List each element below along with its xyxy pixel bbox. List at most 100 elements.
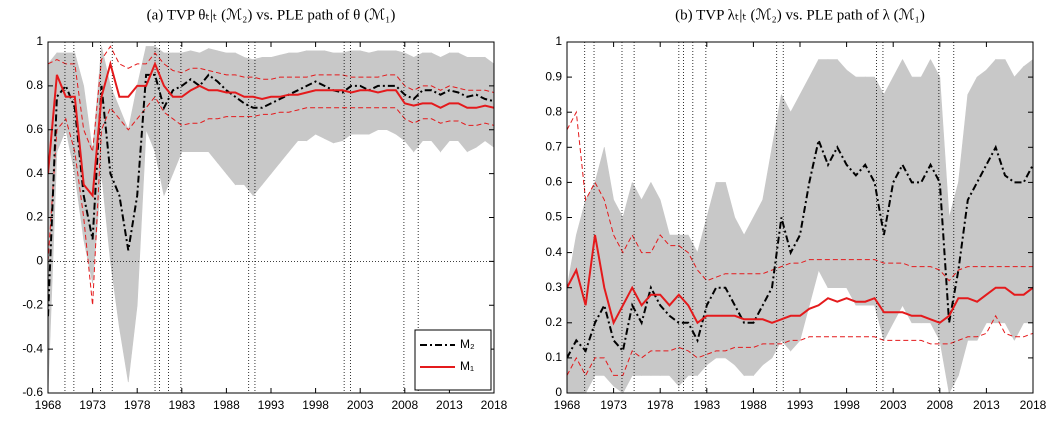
interval-band: [753, 199, 764, 377]
interval-band: [613, 199, 624, 393]
x-tick-label: 1973: [600, 398, 627, 412]
interval-band: [1014, 65, 1024, 341]
x-tick-label: 1983: [693, 398, 720, 412]
x-tick-label: 1983: [168, 398, 195, 412]
interval-band: [920, 59, 931, 324]
x-tick-label: 1998: [302, 398, 329, 412]
plot-area: 0 0.1 0.2 0.3 0.4 0.5 0.6 0.7 0.8 0.9 1 1968 1973 197…: [545, 7, 1046, 412]
interval-band: [715, 182, 726, 359]
x-tick-label: 2008: [391, 398, 418, 412]
y-tick-label: 0.7: [545, 139, 562, 153]
interval-line: [567, 110, 1033, 282]
interval-band: [217, 50, 227, 175]
interval-band: [261, 57, 272, 186]
y-tick-label: 0: [36, 254, 43, 268]
x-tick-label: 2018: [481, 398, 508, 412]
y-tick-label: 0.2: [26, 210, 43, 224]
y-tick-label: 0.8: [26, 78, 43, 92]
x-tick-label: 2003: [880, 398, 907, 412]
interval-band: [855, 76, 866, 306]
x-tick-label: 1993: [258, 398, 285, 412]
interval-band: [324, 50, 334, 144]
interval-band: [199, 48, 209, 152]
interval-band: [790, 94, 801, 352]
interval-band: [743, 217, 754, 376]
interval-band: [466, 57, 477, 153]
y-tick-label: 0: [555, 385, 562, 399]
interval-band: [306, 50, 316, 142]
interval-band: [818, 59, 829, 288]
interval-band: [190, 50, 200, 152]
x-tick-label: 2003: [347, 398, 374, 412]
interval-band: [986, 58, 997, 324]
x-tick-label: 1973: [79, 398, 106, 412]
interval-band: [475, 57, 486, 148]
interval-band: [1004, 59, 1015, 341]
legend-label: M₁: [460, 359, 474, 373]
y-tick-label: -0.2: [22, 297, 43, 311]
x-tick-label: 2013: [973, 398, 1000, 412]
series-line: [48, 60, 494, 199]
interval-band: [226, 52, 236, 186]
y-tick-label: 0.8: [545, 104, 562, 118]
interval-band: [622, 182, 633, 393]
interval-line: [48, 45, 494, 152]
interval-band: [208, 48, 218, 164]
y-tick-label: 0.5: [545, 210, 562, 224]
interval-band: [431, 52, 441, 153]
x-tick-label: 1968: [554, 398, 581, 412]
y-tick-label: 0.4: [545, 245, 562, 259]
interval-band: [333, 52, 343, 144]
interval-band: [386, 50, 397, 135]
interval-band: [995, 59, 1006, 324]
y-tick-label: 0.6: [545, 175, 562, 189]
interval-band: [404, 52, 415, 153]
legend: M₂ M₁: [414, 329, 492, 391]
plot-content: [567, 42, 1033, 393]
x-tick-label: 2018: [1020, 398, 1047, 412]
y-tick-label: 0.1: [545, 350, 562, 364]
chart-title: (b) TVP λₜ|ₜ (ℳ₂) vs. PLE path of λ (ℳ₁): [675, 7, 925, 23]
y-tick-label: 0.3: [545, 280, 562, 294]
interval-band: [902, 59, 913, 323]
y-tick-label: 0.6: [26, 122, 43, 136]
interval-band: [939, 77, 950, 393]
x-tick-label: 1968: [35, 398, 62, 412]
y-tick-label: 0.4: [26, 166, 43, 180]
x-tick-label: 1988: [213, 398, 240, 412]
interval-band: [297, 50, 307, 142]
interval-line: [48, 95, 494, 306]
y-tick-label: -0.4: [22, 341, 43, 355]
interval-band: [359, 50, 370, 135]
plot-area: -0.6 -0.4 -0.2 0 0.2 0.4 0.6 0.8 1 1968 1973 1978 19…: [22, 7, 507, 412]
interval-band: [235, 52, 245, 185]
x-tick-label: 1978: [124, 398, 151, 412]
interval-band: [440, 52, 450, 153]
interval-line: [567, 314, 1033, 377]
y-tick-label: 0.9: [545, 69, 562, 83]
interval-band: [836, 58, 847, 289]
series-line: [48, 73, 494, 317]
interval-band: [883, 76, 894, 341]
x-tick-label: 2013: [436, 398, 463, 412]
y-tick-label: -0.6: [22, 385, 43, 399]
interval-band: [315, 50, 325, 140]
interval-band: [484, 56, 494, 148]
interval-band: [669, 234, 680, 387]
x-tick-label: 1978: [647, 398, 674, 412]
interval-band: [650, 182, 661, 376]
legend-label: M₂: [460, 337, 475, 351]
interval-band: [342, 50, 352, 142]
interval-band: [911, 76, 922, 324]
interval-band: [809, 59, 819, 306]
interval-band: [846, 69, 857, 306]
x-tick-label: 1998: [833, 398, 860, 412]
legend-box: [414, 329, 492, 391]
interval-band: [181, 50, 192, 152]
interval-band: [734, 217, 745, 377]
interval-band: [458, 52, 468, 153]
chart-title: (a) TVP θₜ|ₜ (ℳ₂) vs. PLE path of θ (ℳ₁): [147, 7, 396, 23]
interval-band: [641, 182, 652, 376]
x-tick-label: 2008: [926, 398, 953, 412]
